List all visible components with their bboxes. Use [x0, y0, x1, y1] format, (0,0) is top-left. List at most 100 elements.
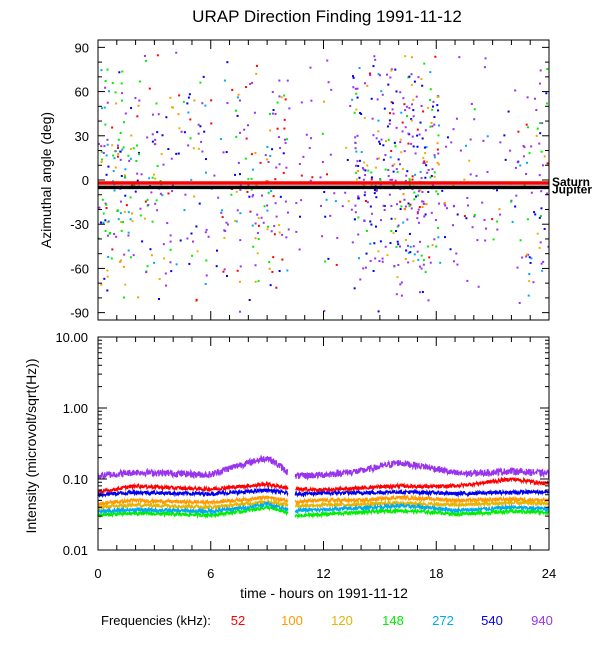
azimuth-point [252, 194, 255, 197]
azimuth-point [120, 99, 123, 102]
azimuth-point [111, 126, 114, 129]
azimuth-point [238, 173, 241, 176]
azimuth-point [357, 233, 360, 236]
azimuth-point [433, 175, 436, 178]
azimuth-point [424, 152, 427, 155]
azimuth-point [372, 269, 375, 272]
azimuth-point [387, 175, 390, 178]
azimuth-point [190, 178, 193, 181]
azimuth-point [420, 78, 423, 81]
azimuth-point [300, 101, 303, 104]
azimuth-point [161, 134, 164, 137]
azimuth-point [327, 81, 330, 84]
azimuth-point [326, 59, 329, 62]
azimuth-point [415, 95, 418, 98]
azimuth-point [414, 195, 417, 198]
azimuth-point [282, 171, 285, 174]
azimuth-point [251, 224, 254, 227]
intensity-series-100 [294, 493, 550, 506]
azimuth-point [477, 285, 480, 288]
azimuth-point [421, 205, 424, 208]
azimuth-point [420, 177, 423, 180]
azimuth-point [359, 278, 362, 281]
azimuth-point [431, 105, 434, 108]
azimuth-point [514, 89, 517, 92]
azimuth-point [412, 98, 415, 101]
azimuth-point [423, 215, 426, 218]
legend-item-148: 148 [382, 613, 404, 628]
azimuth-point [420, 104, 423, 107]
azimuth-point [272, 195, 275, 198]
azimuth-point [199, 125, 202, 128]
azimuth-point [390, 217, 393, 220]
azimuth-point [370, 178, 373, 181]
azimuth-point [299, 215, 302, 218]
azimuth-point [399, 283, 402, 286]
azimuth-point [527, 126, 530, 129]
azimuth-point [169, 96, 172, 99]
azimuth-point [530, 191, 533, 194]
azimuth-point [120, 92, 123, 95]
azimuth-point [119, 132, 122, 135]
azimuth-point [128, 159, 131, 162]
azimuth-point [335, 263, 338, 266]
azimuth-point [421, 84, 424, 87]
azimuth-point [542, 260, 545, 263]
azimuth-point [539, 215, 542, 218]
azimuth-point [136, 172, 139, 175]
azimuth-point [138, 99, 141, 102]
azimuth-point [378, 74, 381, 77]
azimuth-point [410, 207, 413, 210]
azimuth-point [405, 115, 408, 118]
azimuth-point [382, 144, 385, 147]
azimuth-point [429, 99, 432, 102]
azimuth-point [101, 198, 104, 201]
azimuth-point [265, 180, 268, 183]
azimuth-point [399, 208, 402, 211]
azimuth-point [99, 221, 102, 224]
azimuth-point [437, 226, 440, 229]
azimuth-point [219, 138, 222, 141]
azimuth-point [466, 196, 469, 199]
azimuth-point [249, 210, 252, 213]
azimuth-point [137, 151, 140, 154]
azimuth-point [391, 164, 394, 167]
azimuth-point [375, 189, 378, 192]
azimuth-point [422, 200, 425, 203]
intensity-series-540 [294, 488, 550, 499]
azimuth-point [114, 91, 117, 94]
azimuth-point [424, 176, 427, 179]
azimuth-point [157, 297, 160, 300]
azimuth-point [382, 158, 385, 161]
azimuth-point [113, 157, 116, 160]
azimuth-point [363, 117, 366, 120]
azimuth-point [413, 191, 416, 194]
azimuth-point [329, 214, 332, 217]
azimuth-point [410, 142, 413, 145]
azimuth-point [390, 230, 393, 233]
azimuth-point [424, 129, 427, 132]
azimuth-point [429, 176, 432, 179]
azimuth-point [134, 190, 137, 193]
azimuth-point [419, 170, 422, 173]
azimuth-point [220, 209, 223, 212]
azimuth-point [363, 184, 366, 187]
azimuth-point [536, 232, 539, 235]
azimuth-point [165, 116, 168, 119]
azimuth-point [155, 102, 158, 105]
azimuth-point [271, 270, 274, 273]
azimuth-point [355, 92, 358, 95]
azimuth-point [273, 233, 276, 236]
azimuth-point [410, 119, 413, 122]
azimuth-point [528, 256, 531, 259]
azimuth-point [409, 203, 412, 206]
azimuth-point [255, 184, 258, 187]
azimuth-point [333, 192, 336, 195]
azimuth-point [385, 140, 388, 143]
azimuth-point [459, 149, 462, 152]
azimuth-point [408, 179, 411, 182]
intensity-series-940 [294, 459, 550, 481]
azimuth-point [413, 198, 416, 201]
azimuth-point [375, 137, 378, 140]
